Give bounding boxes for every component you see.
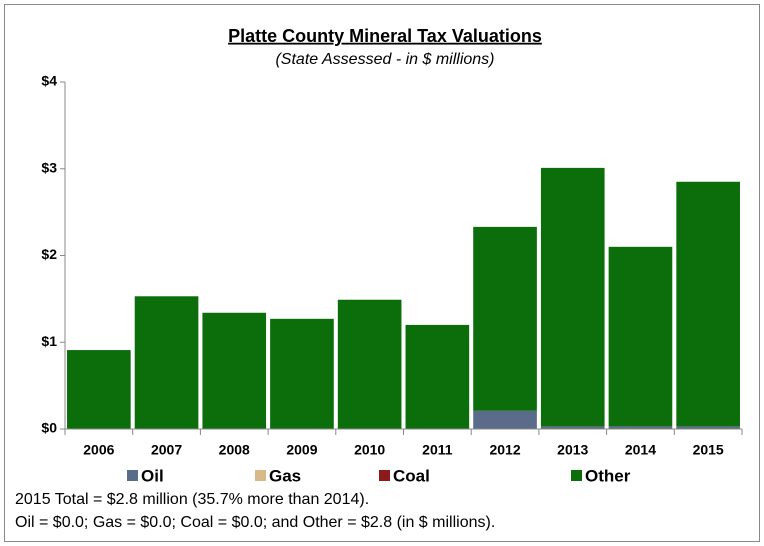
y-tick-label: $1 [41, 333, 57, 349]
y-tick-label: $0 [41, 420, 57, 436]
annotation: 2015 Total = $2.8 million (35.7% more th… [15, 491, 369, 508]
bar-segment [134, 296, 199, 429]
x-tick-label: 2013 [557, 442, 588, 458]
y-tick-label: $2 [41, 246, 57, 262]
x-tick-label: 2014 [625, 442, 656, 458]
bar-segment [540, 426, 605, 429]
legend-label: Coal [393, 466, 430, 485]
bar-segment [676, 426, 740, 429]
legend-swatch [379, 470, 390, 481]
chart-title: Platte County Mineral Tax Valuations [228, 26, 542, 46]
bar-segment [608, 426, 673, 429]
bar-segment [473, 410, 537, 429]
x-tick-label: 2007 [151, 442, 182, 458]
bar-segment [270, 318, 334, 429]
legend-label: Oil [141, 466, 164, 485]
legend-label: Other [585, 466, 631, 485]
y-tick-label: $4 [41, 73, 57, 89]
bar-segment [405, 324, 470, 429]
x-tick-label: 2006 [83, 442, 114, 458]
legend-swatch [127, 470, 138, 481]
bar-segment [473, 226, 537, 411]
bar-segment [676, 181, 740, 427]
annotation: Oil = $0.0; Gas = $0.0; Coal = $0.0; and… [15, 514, 495, 531]
legend-label: Gas [269, 466, 301, 485]
x-tick-label: 2009 [286, 442, 317, 458]
x-tick-label: 2008 [219, 442, 250, 458]
legend-swatch [571, 470, 582, 481]
bar-segment [540, 167, 605, 427]
bar-segment [67, 350, 131, 429]
bar-segment [608, 246, 673, 427]
x-tick-label: 2015 [693, 442, 724, 458]
x-tick-label: 2011 [422, 442, 453, 458]
x-tick-label: 2012 [489, 442, 520, 458]
chart-subtitle: (State Assessed - in $ millions) [275, 51, 494, 68]
bar-segment [202, 312, 267, 429]
bar-segment [337, 299, 402, 429]
y-tick-label: $3 [41, 159, 57, 175]
x-tick-label: 2010 [354, 442, 385, 458]
legend-swatch [255, 470, 266, 481]
